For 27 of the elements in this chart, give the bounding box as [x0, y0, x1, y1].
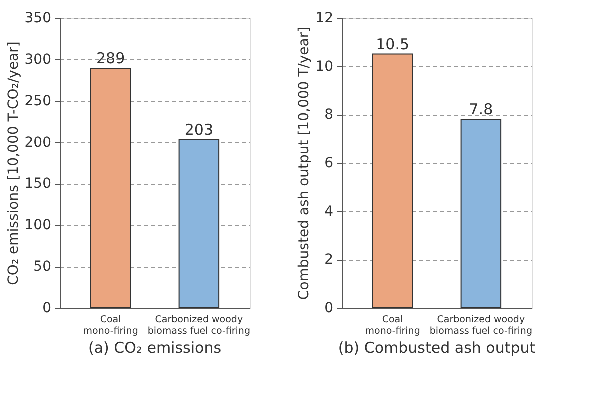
x-tick-label: Coal mono-firing	[365, 314, 420, 337]
y-tick-label: 200	[24, 134, 52, 151]
y-tick-label: 50	[34, 259, 52, 276]
y-tick-label: 300	[24, 52, 52, 68]
y-tick-label: 0	[324, 300, 334, 316]
y-tick-label: 2	[324, 252, 334, 268]
y-tick-label: 8	[324, 107, 334, 124]
data-label: 289	[96, 50, 126, 68]
data-label: 203	[184, 120, 214, 139]
x-tick-label: Carbonized woody biomass fuel co-firing	[148, 314, 250, 337]
y-tick-label: 100	[24, 218, 52, 234]
data-label: 10.5	[376, 35, 410, 54]
y-tick-label: 6	[324, 156, 334, 172]
text: (b) Combusted ash output	[338, 339, 536, 357]
y-tick-label: 4	[324, 204, 334, 220]
y-axis-title: Combusted ash output [10,000 T/year]	[296, 26, 313, 300]
y-tick-label: 350	[24, 10, 52, 26]
y-tick-label: 10	[316, 58, 334, 75]
text: (a) CO₂ emissions	[88, 339, 222, 357]
y-tick-label: 150	[24, 176, 52, 192]
x-tick-label: Coal mono-firing	[83, 314, 138, 337]
y-tick-label: 0	[42, 300, 52, 316]
data-label: 7.8	[469, 100, 494, 118]
y-axis-title: CO₂ emissions [10,000 T-CO₂/year]	[6, 42, 22, 286]
x-tick-label: Carbonized woody biomass fuel co-firing	[430, 314, 532, 337]
y-tick-label: 250	[24, 93, 52, 110]
y-tick-label: 12	[316, 10, 334, 26]
